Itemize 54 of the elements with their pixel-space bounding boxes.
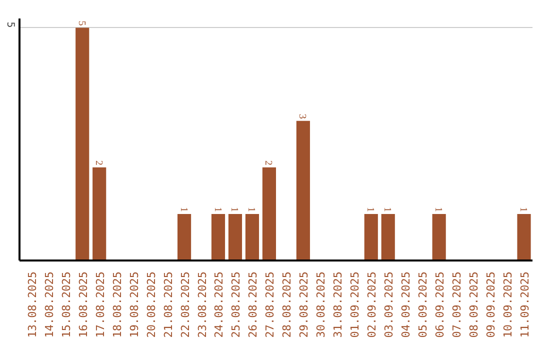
x-tick-label: 14.08.2025 [42,271,56,338]
bar [517,214,531,260]
x-tick-label: 19.08.2025 [128,271,141,338]
x-tick-label: 10.09.2025 [502,271,515,338]
bar [228,214,242,260]
bar [92,167,106,260]
bar [211,214,226,260]
x-tick-label: 18.08.2025 [110,271,124,338]
x-tick-label: 08.09.2025 [468,271,481,338]
data-label: 1 [364,206,376,212]
data-label: 2 [262,160,274,166]
x-tick-label: 23.08.2025 [196,271,209,338]
x-tick-label: 07.09.2025 [450,271,464,338]
x-tick-label: 20.08.2025 [144,271,158,338]
x-tick-label: 01.09.2025 [348,271,362,338]
x-tick-label: 16.08.2025 [76,271,90,338]
data-label: 1 [382,206,393,212]
x-tick-label: 29.08.2025 [298,271,311,338]
x-tick-label: 25.08.2025 [230,271,243,338]
data-label: 2 [92,160,104,166]
x-tick-label: 22.08.2025 [178,271,192,338]
x-tick-label: 15.08.2025 [60,271,73,338]
x-tick-label: 28.08.2025 [280,271,294,338]
bar [76,28,90,260]
x-tick-label: 17.08.2025 [94,271,107,338]
x-tick-label: 30.08.2025 [314,271,328,338]
data-label: 1 [212,206,223,212]
data-label: 1 [518,206,529,212]
data-label: 1 [178,206,189,212]
data-label: 5 [76,20,87,26]
bar [177,214,192,260]
x-tick-label: 24.08.2025 [212,271,226,338]
x-tick-label: 13.08.2025 [26,271,39,338]
data-label: 1 [228,206,240,212]
bar [296,120,310,260]
bar [432,214,446,260]
x-tick-label: 27.08.2025 [264,271,277,338]
data-label: 3 [296,114,308,119]
x-tick-label: 06.09.2025 [434,271,447,338]
bar [364,214,378,260]
x-tick-label: 02.09.2025 [366,271,379,338]
x-tick-label: 03.09.2025 [382,271,396,338]
bar [262,167,276,260]
x-tick-label: 21.08.2025 [162,271,175,338]
x-tick-label: 05.09.2025 [416,271,430,338]
bar [245,214,260,260]
data-label: 1 [246,206,257,212]
x-tick-label: 31.08.2025 [332,271,345,338]
x-tick-label: 11.09.2025 [518,271,532,338]
bar [381,214,395,260]
x-tick-label: 26.08.2025 [246,271,260,338]
x-tick-label: 09.09.2025 [484,271,498,338]
x-tick-label: 04.09.2025 [400,271,413,338]
data-label: 1 [432,206,444,212]
